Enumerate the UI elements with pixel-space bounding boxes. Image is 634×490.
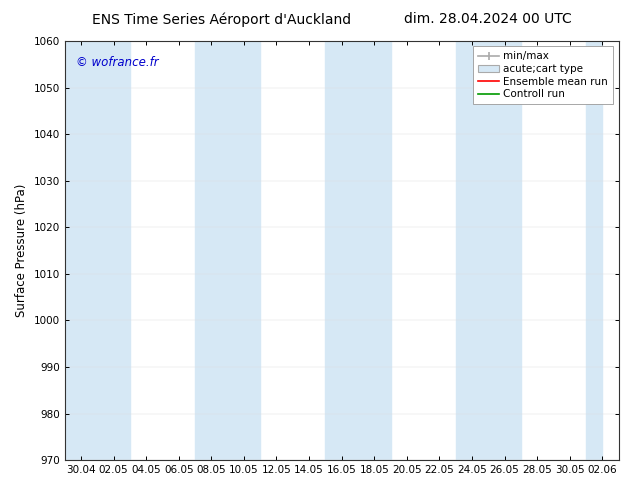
Bar: [586, 41, 602, 460]
Y-axis label: Surface Pressure (hPa): Surface Pressure (hPa): [15, 184, 28, 318]
Bar: [65, 41, 130, 460]
Bar: [195, 41, 260, 460]
Bar: [456, 41, 521, 460]
Bar: [325, 41, 391, 460]
Text: ENS Time Series Aéroport d'Auckland: ENS Time Series Aéroport d'Auckland: [93, 12, 351, 27]
Text: © wofrance.fr: © wofrance.fr: [75, 56, 158, 69]
Text: dim. 28.04.2024 00 UTC: dim. 28.04.2024 00 UTC: [404, 12, 572, 26]
Legend: min/max, acute;cart type, Ensemble mean run, Controll run: min/max, acute;cart type, Ensemble mean …: [473, 46, 614, 104]
